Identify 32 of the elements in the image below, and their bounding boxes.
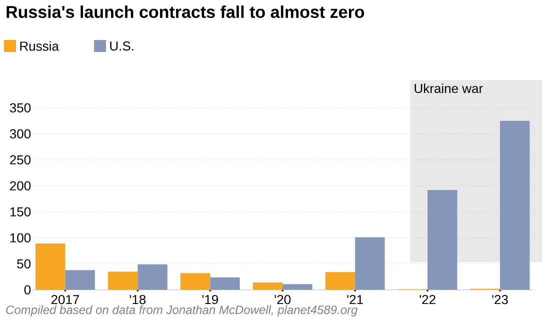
bar <box>428 190 458 290</box>
y-tick-label: 250 <box>10 155 31 164</box>
y-tick-label: 300 <box>10 129 31 138</box>
bar <box>180 273 210 290</box>
y-tick-label: 50 <box>17 259 31 268</box>
x-tick-label: '18 <box>130 294 146 304</box>
text: Compiled based on data from Jonathan McDowell, planet4589.org <box>6 305 358 316</box>
x-tick-label: '20 <box>274 294 291 304</box>
bar <box>282 284 312 290</box>
bar <box>65 270 95 290</box>
y-tick-label: 350 <box>10 103 31 112</box>
y-tick-label: 100 <box>10 233 31 242</box>
bar <box>36 244 66 290</box>
x-tick-label: '19 <box>202 294 218 304</box>
x-tick-label: '22 <box>420 294 436 304</box>
bar <box>252 282 283 290</box>
bar <box>210 277 240 290</box>
y-tick-label: 150 <box>10 207 31 216</box>
bar <box>138 264 168 290</box>
y-tick-label: 200 <box>10 181 31 190</box>
bar <box>108 272 138 290</box>
band-label: Ukraine war <box>414 84 483 94</box>
bar <box>325 272 356 290</box>
legend-label: U.S. <box>110 41 134 51</box>
bar <box>500 120 530 290</box>
x-tick-label: 2017 <box>51 294 80 304</box>
x-tick-label: '23 <box>492 294 508 304</box>
y-tick-label: 0 <box>24 285 31 294</box>
x-tick-label: '21 <box>347 294 363 304</box>
chart-title: Russia's launch contracts fall to almost zero <box>6 6 364 18</box>
bar <box>355 237 385 290</box>
legend-label: Russia <box>20 41 59 51</box>
